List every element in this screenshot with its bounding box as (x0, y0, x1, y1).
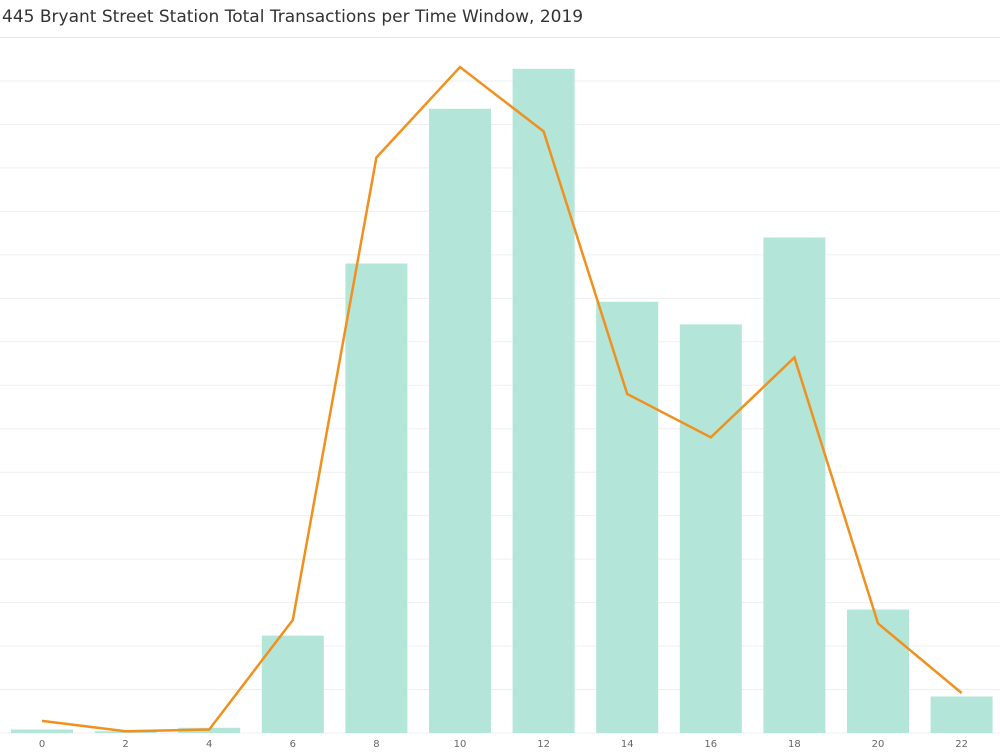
x-tick-label: 12 (537, 739, 550, 750)
gridlines (0, 37, 1000, 734)
x-tick-label: 10 (454, 739, 467, 750)
x-tick-label: 2 (122, 739, 128, 750)
bar-16 (679, 324, 742, 733)
x-tick-label: 0 (39, 739, 45, 750)
bar-6 (261, 635, 324, 733)
bar-10 (429, 108, 491, 733)
bar-20 (847, 609, 909, 733)
chart-title: 445 Bryant Street Station Total Transact… (2, 7, 584, 27)
bar-18 (763, 237, 826, 734)
x-tick-label: 14 (621, 739, 634, 750)
bar-22 (930, 696, 993, 733)
bar-12 (512, 68, 575, 734)
bar-series (11, 68, 993, 734)
x-tick-label: 22 (955, 739, 968, 750)
series-line (41, 65, 963, 733)
line-series (41, 65, 963, 733)
x-tick-label: 6 (290, 739, 296, 750)
bar-0 (11, 729, 73, 733)
x-axis-ticks: 0 2 4 6 8 10 12 14 16 18 20 22 (39, 739, 968, 750)
x-tick-label: 20 (872, 739, 885, 750)
bar-8 (345, 263, 408, 733)
x-tick-label: 16 (704, 739, 717, 750)
x-tick-label: 8 (373, 739, 379, 750)
x-tick-label: 18 (788, 739, 801, 750)
x-tick-label: 4 (206, 739, 212, 750)
bar-14 (596, 301, 659, 733)
